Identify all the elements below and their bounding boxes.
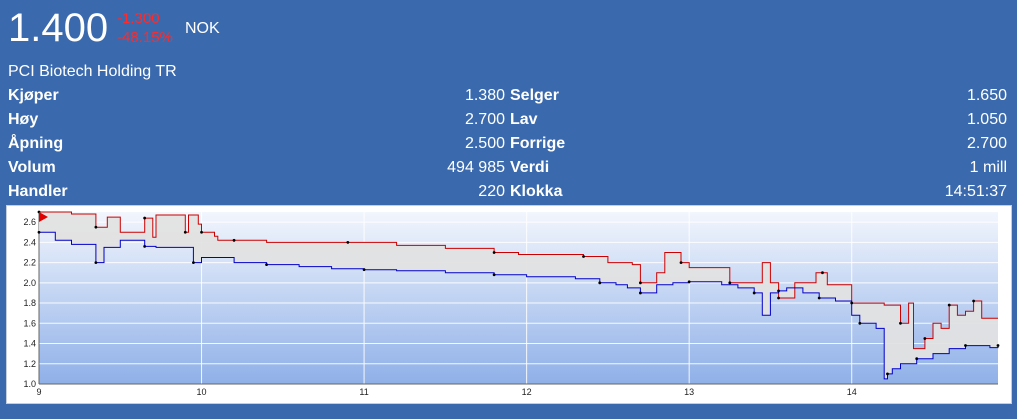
trade-point xyxy=(143,216,147,220)
y-tick-label: 1.6 xyxy=(23,318,36,328)
stat-value-volum: 494 985 xyxy=(447,159,505,176)
stat-label-forrige: Forrige xyxy=(510,135,566,152)
trade-point xyxy=(94,261,98,264)
stat-label-apning: Åpning xyxy=(8,135,64,152)
stat-label-volum: Volum xyxy=(8,159,56,176)
intraday-chart[interactable]: 1.0 1.2 1.4 1.6 1.8 2.0 2.2 2.4 2.6 9 10 11 12 13 14 xyxy=(6,205,1012,404)
trade-point xyxy=(947,303,951,307)
trade-point xyxy=(821,271,824,275)
stat-value-apning: 2.500 xyxy=(464,135,505,152)
currency-label: NOK xyxy=(185,20,220,37)
trade-point xyxy=(200,230,203,234)
trade-point xyxy=(94,225,98,229)
trade-point xyxy=(143,245,147,248)
y-tick-label: 2.4 xyxy=(23,237,36,247)
trade-point xyxy=(192,261,195,264)
stats-row: Åpning 2.500 Forrige 2.700 xyxy=(8,132,1007,156)
trade-point xyxy=(492,273,496,277)
trade-point xyxy=(598,281,602,285)
last-price: 1.400 xyxy=(8,6,109,50)
stats-row: Kjøper 1.380 Selger 1.650 xyxy=(8,84,1007,108)
x-tick-label: 14 xyxy=(847,387,857,397)
y-tick-label: 1.4 xyxy=(23,339,36,349)
spread-area xyxy=(39,212,998,379)
trade-point xyxy=(752,291,756,295)
x-tick-label: 12 xyxy=(522,387,532,397)
y-tick-label: 1.8 xyxy=(23,298,36,308)
stat-label-kjoper: Kjøper xyxy=(8,87,59,104)
stat-value-hoy: 2.700 xyxy=(464,111,505,128)
trade-point xyxy=(915,357,919,361)
trade-point xyxy=(964,344,967,347)
trade-point xyxy=(728,281,732,285)
trade-point xyxy=(777,296,780,300)
stat-value-selger: 1.650 xyxy=(966,87,1007,104)
trade-point xyxy=(679,261,683,264)
y-tick-label: 2.2 xyxy=(23,258,36,268)
x-tick-label: 9 xyxy=(36,387,41,397)
trade-point xyxy=(492,251,496,254)
stat-value-klokka: 14:51:37 xyxy=(944,183,1007,200)
trade-point xyxy=(639,291,642,295)
stats-row: Høy 2.700 Lav 1.050 xyxy=(8,108,1007,132)
change-percent: -48.15% xyxy=(117,29,173,46)
stats-row: Handler 220 Klokka 14:51:37 xyxy=(8,180,1007,204)
buy-price-line xyxy=(39,231,999,380)
y-tick-label: 1.2 xyxy=(23,359,36,369)
stats-row: Volum 494 985 Verdi 1 mill xyxy=(8,156,1007,180)
x-tick-label: 13 xyxy=(684,387,694,397)
stat-label-selger: Selger xyxy=(510,87,559,104)
trade-point xyxy=(817,296,821,300)
trade-point xyxy=(850,301,854,305)
trade-point xyxy=(582,255,585,258)
trade-point xyxy=(639,281,642,285)
trade-point xyxy=(265,263,268,267)
stat-label-handler: Handler xyxy=(8,183,68,200)
trade-point xyxy=(183,230,187,234)
x-tick-label: 11 xyxy=(359,387,368,397)
trade-point xyxy=(346,240,350,244)
trade-point xyxy=(886,372,889,376)
instrument-name: PCI Biotech Holding TR xyxy=(8,63,177,80)
stat-value-forrige: 2.700 xyxy=(966,135,1007,152)
trade-point xyxy=(362,268,366,272)
stat-value-kjoper: 1.380 xyxy=(464,87,505,104)
trade-point xyxy=(899,321,902,325)
stat-value-verdi: 1 mill xyxy=(969,159,1007,176)
trade-point xyxy=(972,299,976,303)
stat-value-handler: 220 xyxy=(478,183,505,200)
trade-point xyxy=(232,238,236,242)
x-tick-label: 10 xyxy=(197,387,207,397)
change-value: -1.300 xyxy=(117,10,160,27)
trade-point xyxy=(858,321,862,325)
stat-label-verdi: Verdi xyxy=(510,159,550,176)
start-marker-icon xyxy=(39,212,48,222)
trade-point xyxy=(923,337,927,340)
stat-label-lav: Lav xyxy=(510,111,538,128)
trade-point xyxy=(996,344,1000,347)
y-tick-label: 1.0 xyxy=(23,379,36,389)
trade-point xyxy=(687,280,691,284)
y-tick-label: 2.6 xyxy=(23,217,36,227)
trade-point xyxy=(777,289,780,293)
quote-stats-table: Kjøper 1.380 Selger 1.650 Høy 2.700 Lav … xyxy=(8,84,1007,204)
stat-label-hoy: Høy xyxy=(8,111,39,128)
y-tick-label: 2.0 xyxy=(23,278,36,288)
trade-point xyxy=(37,230,41,234)
stat-label-klokka: Klokka xyxy=(510,183,563,200)
price-change: -1.300 -48.15% xyxy=(117,9,173,47)
stat-value-lav: 1.050 xyxy=(966,111,1007,128)
intraday-chart-svg[interactable]: 1.0 1.2 1.4 1.6 1.8 2.0 2.2 2.4 2.6 9 10 11 12 13 14 xyxy=(7,206,1011,403)
